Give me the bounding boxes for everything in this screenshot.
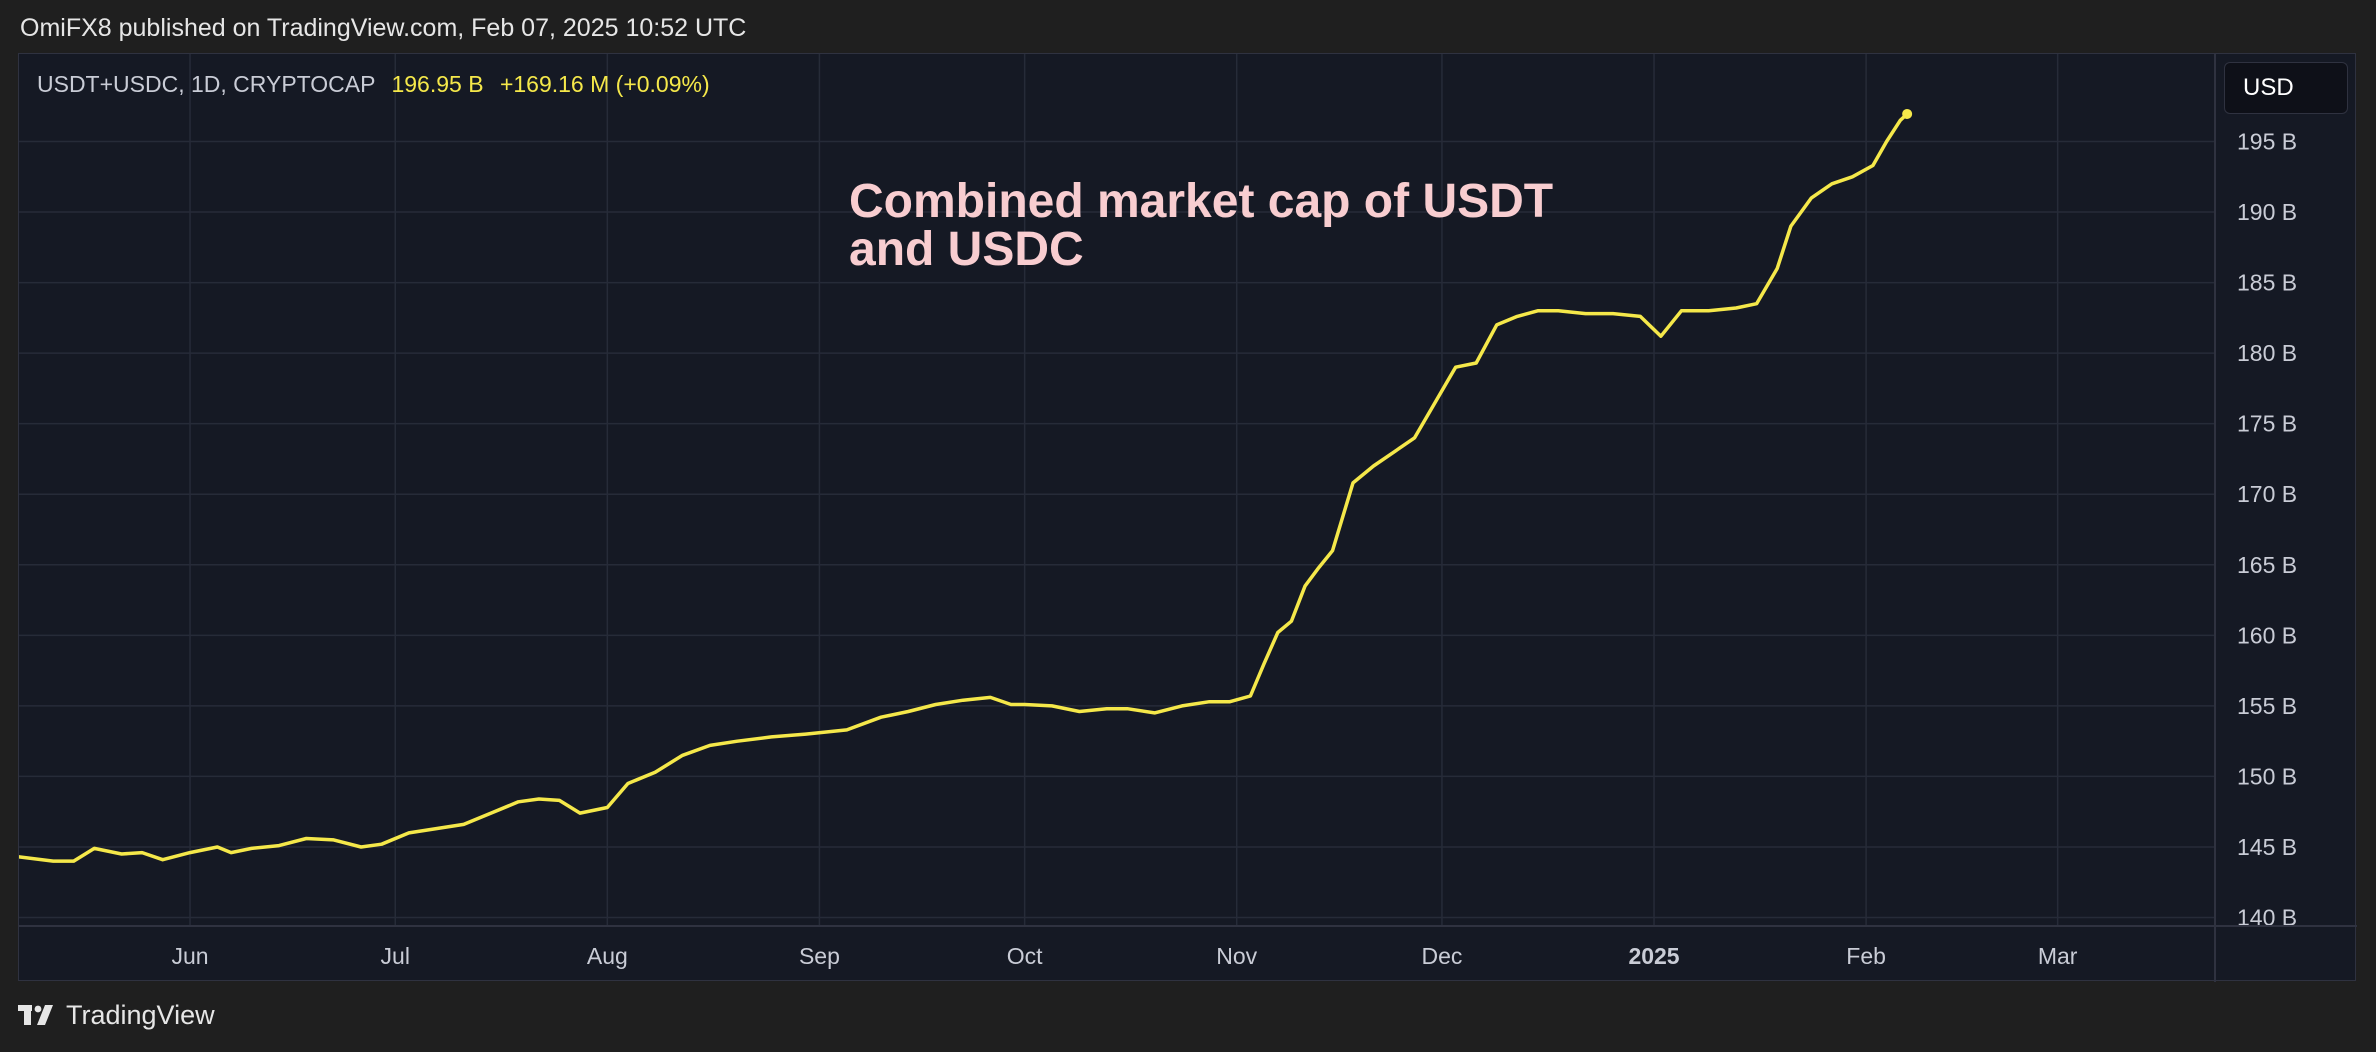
currency-button[interactable]: USD (2224, 62, 2348, 114)
x-tick-label: Nov (1216, 943, 1257, 969)
x-tick-label: Jul (381, 943, 410, 969)
series-line (19, 112, 1909, 863)
y-tick-label: 190 B (2237, 199, 2297, 225)
tradingview-brand[interactable]: TradingView (18, 1000, 215, 1031)
y-tick-label: 180 B (2237, 340, 2297, 366)
y-tick-label: 145 B (2237, 834, 2297, 860)
x-tick-label: Aug (587, 943, 628, 969)
x-tick-label: Mar (2038, 943, 2078, 969)
y-tick-label: 160 B (2237, 622, 2297, 648)
y-tick-label: 175 B (2237, 411, 2297, 437)
last-value: 196.95 B (391, 71, 484, 97)
chart-annotation: Combined market cap of USDT and USDC (849, 175, 1554, 276)
brand-name: TradingView (66, 1000, 215, 1030)
x-tick-label: Sep (799, 943, 840, 969)
symbol-legend: USDT+USDC, 1D, CRYPTOCAP 196.95 B +169.1… (37, 71, 710, 98)
last-point-marker (1902, 108, 1913, 119)
x-tick-label: Dec (1422, 943, 1463, 969)
published-info: OmiFX8 published on TradingView.com, Feb… (20, 14, 747, 42)
grid-lines (19, 54, 2215, 926)
line-series (19, 108, 1913, 863)
x-tick-label: Oct (1007, 943, 1043, 969)
x-tick-label: 2025 (1628, 943, 1679, 969)
y-tick-label: 150 B (2237, 763, 2297, 789)
tradingview-logo-icon (18, 1004, 53, 1025)
symbol-name[interactable]: USDT+USDC, 1D, CRYPTOCAP (37, 71, 376, 97)
y-tick-label: 195 B (2237, 128, 2297, 154)
y-tick-label: 185 B (2237, 270, 2297, 296)
y-tick-label: 165 B (2237, 552, 2297, 578)
y-tick-label: 155 B (2237, 693, 2297, 719)
x-tick-label: Feb (1846, 943, 1886, 969)
y-tick-label: 170 B (2237, 481, 2297, 507)
chart-panel[interactable]: 140 B 145 B 150 B 155 B 160 B 165 B 170 B 175 B… (18, 53, 2357, 982)
change-value: +169.16 M (+0.09%) (499, 71, 710, 97)
x-tick-label: Jun (171, 943, 208, 969)
